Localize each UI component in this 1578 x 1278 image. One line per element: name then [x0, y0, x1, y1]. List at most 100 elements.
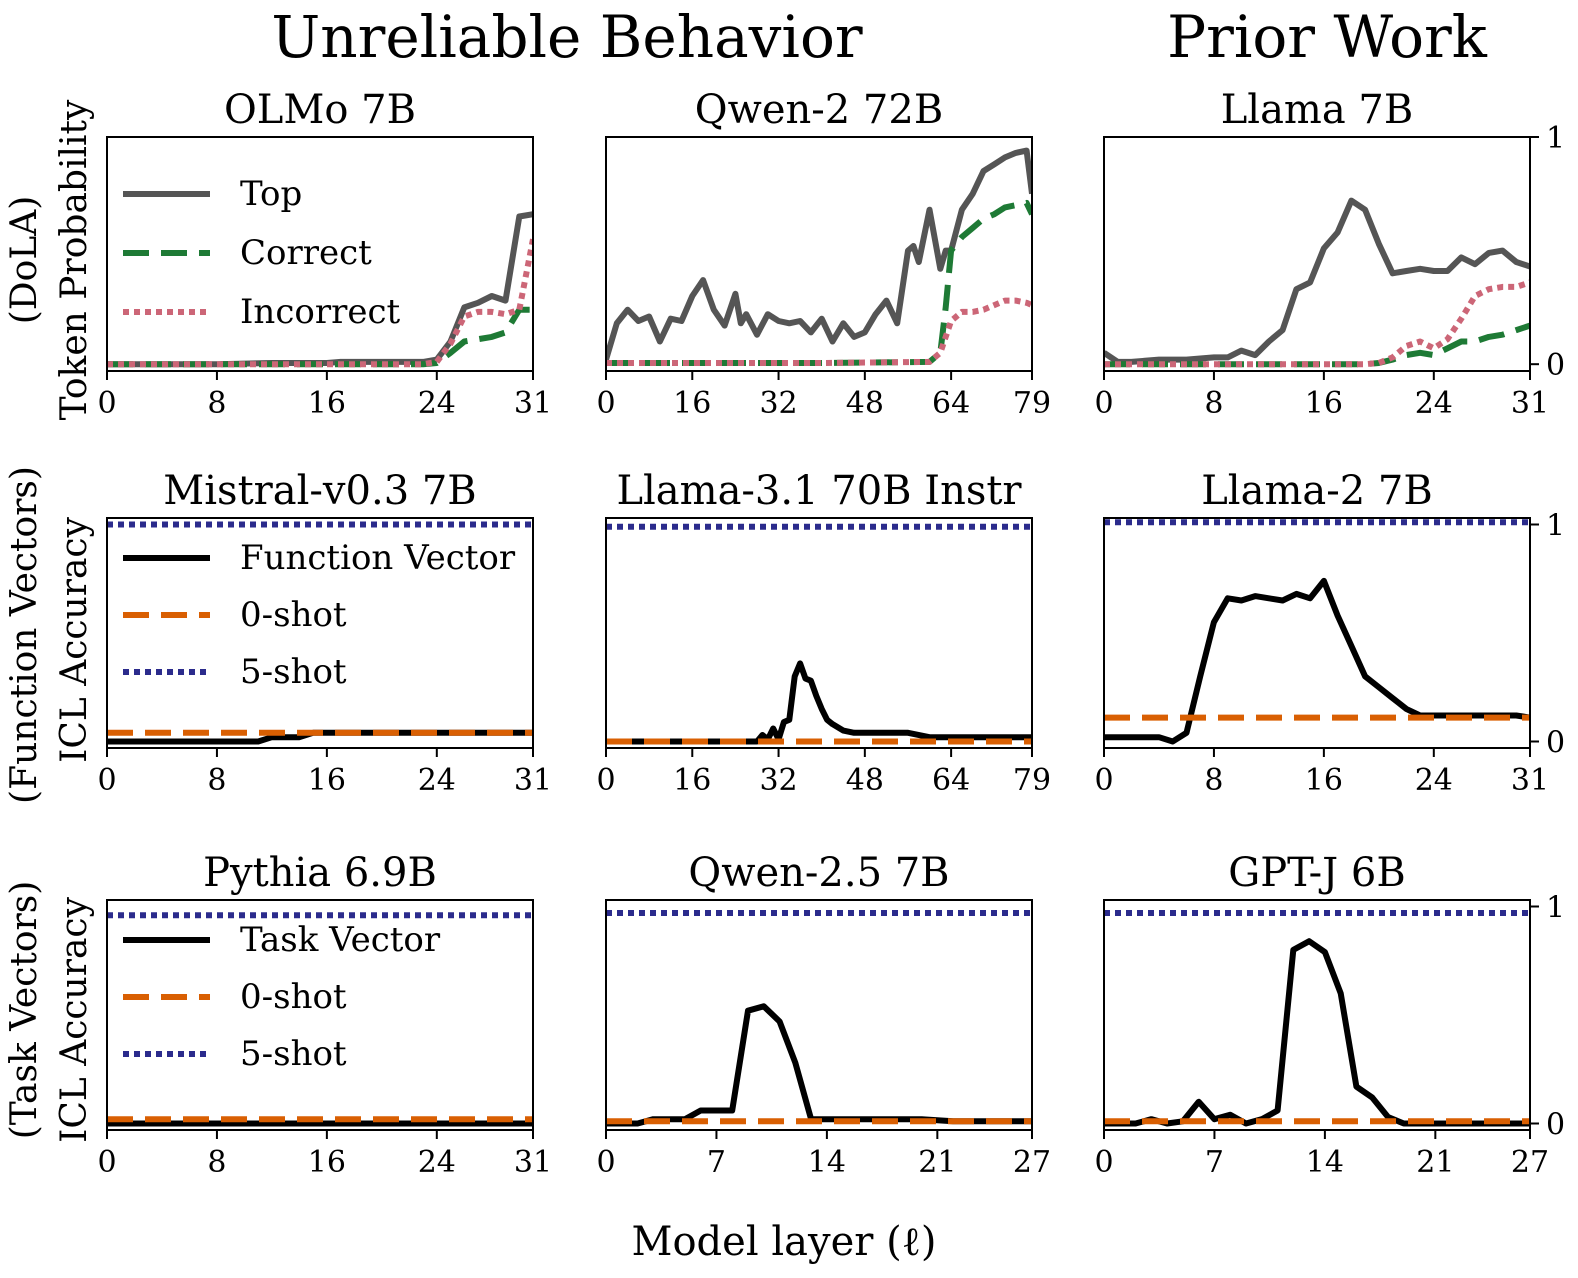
legend: Top Correct Incorrect	[123, 174, 401, 332]
legend-label: Incorrect	[240, 292, 401, 332]
y-tick-label: 1	[1546, 509, 1565, 544]
x-tick-label: 48	[846, 763, 884, 798]
chart-panel-qwen-2-5-7b: Qwen-2.5 7B 0 7 14 21 27	[596, 850, 1051, 1180]
x-tick-label: 16	[673, 386, 711, 421]
x-tick-label: 27	[1013, 1145, 1051, 1180]
plot-frame	[1103, 899, 1531, 1131]
x-tick-label: 8	[207, 763, 226, 798]
row0-ylabel-line2: Token Probability	[54, 99, 95, 420]
row2-ylabel-line2: ICL Accuracy	[54, 896, 95, 1142]
x-tick-label: 16	[308, 386, 346, 421]
panel-title: Qwen-2 72B	[695, 87, 943, 133]
legend-label: Top	[240, 174, 302, 214]
x-tick-label: 16	[308, 1145, 346, 1180]
x-tick-label: 14	[808, 1145, 846, 1180]
chart-panels: OLMo 7B 0 8 16 24 31 Top Correct Incorrect Qwen-2…	[97, 87, 1565, 1180]
x-tick-label: 0	[97, 763, 116, 798]
x-tick-label: 31	[1511, 763, 1549, 798]
chart-panel-pythia-6-9b: Pythia 6.9B 0 8 16 24 31 Task Vector 0-shot 5-sh…	[97, 850, 552, 1180]
plot-frame	[106, 517, 534, 749]
chart-panel-olmo-7b: OLMo 7B 0 8 16 24 31 Top Correct Incorrect	[97, 87, 552, 421]
x-tick-label: 31	[1511, 386, 1549, 421]
x-tick-label: 8	[1204, 763, 1223, 798]
x-tick-label: 7	[707, 1145, 726, 1180]
panel-title: Llama-2 7B	[1201, 468, 1433, 514]
legend-label: Correct	[240, 233, 372, 273]
x-tick-label: 32	[759, 386, 797, 421]
x-tick-label: 24	[418, 763, 456, 798]
x-tick-label: 31	[514, 1145, 552, 1180]
legend-label: Task Vector	[240, 920, 441, 960]
legend-label: 0-shot	[240, 595, 347, 635]
series-line-task-vector	[606, 1003, 1032, 1127]
legend-label: 5-shot	[240, 1034, 347, 1074]
x-tick-label: 79	[1013, 763, 1051, 798]
legend: Function Vector 0-shot 5-shot	[123, 538, 516, 692]
x-tick-label: 0	[596, 763, 615, 798]
series-line-incorrect	[107, 238, 533, 368]
x-tick-label: 0	[97, 386, 116, 421]
legend-label: Function Vector	[240, 538, 516, 578]
x-tick-label: 24	[1415, 386, 1453, 421]
series-line-incorrect	[1104, 279, 1530, 368]
x-tick-label: 16	[308, 763, 346, 798]
legend: Task Vector 0-shot 5-shot	[123, 920, 441, 1074]
x-tick-label: 0	[1094, 763, 1113, 798]
x-tick-label: 21	[1416, 1145, 1454, 1180]
plot-frame	[106, 136, 534, 372]
row2-ylabel-line1: (Task Vectors)	[4, 881, 45, 1140]
supertitle-unreliable-behavior: Unreliable Behavior	[271, 3, 863, 71]
x-tick-label: 16	[1305, 763, 1343, 798]
panel-title: Llama 7B	[1221, 87, 1414, 133]
x-tick-label: 8	[1204, 386, 1223, 421]
y-tick-label: 0	[1546, 725, 1565, 760]
legend-label: 5-shot	[240, 652, 347, 692]
x-tick-label: 0	[596, 1145, 615, 1180]
x-tick-label: 31	[514, 386, 552, 421]
series-line-task-vector	[1104, 938, 1530, 1127]
chart-panel-llama-3-1-70b-instr: Llama-3.1 70B Instr 0 16 32 48 64 79	[596, 468, 1051, 798]
x-tick-label: 64	[932, 763, 970, 798]
series-line-incorrect	[606, 297, 1032, 366]
x-tick-label: 21	[918, 1145, 956, 1180]
plot-frame	[106, 899, 534, 1131]
x-tick-label: 24	[1415, 763, 1453, 798]
x-tick-label: 16	[1305, 386, 1343, 421]
panel-title: GPT-J 6B	[1228, 850, 1406, 896]
x-tick-label: 8	[207, 386, 226, 421]
x-tick-label: 0	[1094, 1145, 1113, 1180]
plot-frame	[605, 136, 1033, 372]
x-axis-label: Model layer (ℓ)	[632, 1219, 937, 1265]
x-tick-label: 48	[846, 386, 884, 421]
x-tick-label: 79	[1013, 386, 1051, 421]
x-tick-label: 14	[1306, 1145, 1344, 1180]
series-line-top	[1104, 197, 1530, 365]
x-tick-label: 27	[1511, 1145, 1549, 1180]
y-tick-label: 1	[1546, 891, 1565, 926]
x-tick-label: 32	[759, 763, 797, 798]
row1-ylabel-line2: ICL Accuracy	[54, 516, 95, 762]
panel-title: Mistral-v0.3 7B	[163, 468, 476, 514]
chart-panel-mistral-v0-3-7b: Mistral-v0.3 7B 0 8 16 24 31 Function Vector 0-…	[97, 468, 552, 798]
row0-ylabel-line1: (DoLA)	[4, 196, 45, 325]
panel-title: Llama-3.1 70B Instr	[616, 468, 1022, 514]
x-tick-label: 16	[673, 763, 711, 798]
series-line-function-vector	[606, 660, 1032, 745]
legend-label: 0-shot	[240, 977, 347, 1017]
x-tick-label: 0	[1094, 386, 1113, 421]
x-tick-label: 24	[418, 386, 456, 421]
plot-frame	[605, 517, 1033, 749]
x-tick-label: 8	[207, 1145, 226, 1180]
y-tick-label: 1	[1546, 121, 1565, 156]
x-tick-label: 31	[514, 763, 552, 798]
series-line-correct	[1104, 322, 1530, 368]
x-tick-label: 64	[932, 386, 970, 421]
plot-frame	[1103, 136, 1531, 372]
plot-frame	[605, 899, 1033, 1131]
x-tick-label: 7	[1205, 1145, 1224, 1180]
series-line-top	[606, 147, 1032, 361]
supertitle-prior-work: Prior Work	[1167, 3, 1488, 71]
